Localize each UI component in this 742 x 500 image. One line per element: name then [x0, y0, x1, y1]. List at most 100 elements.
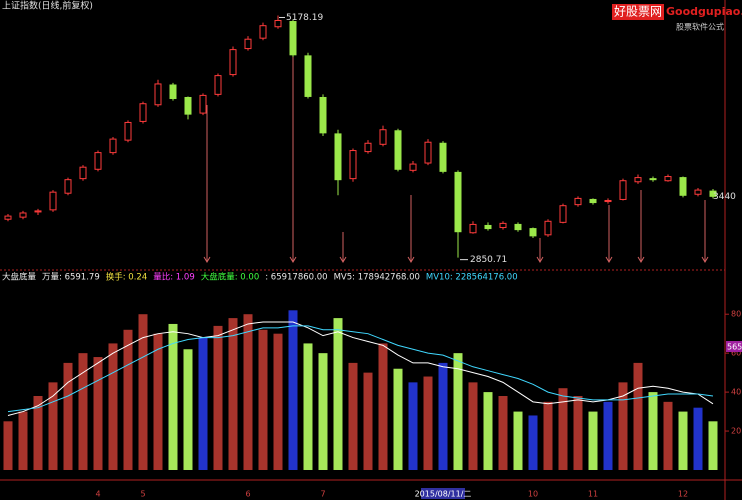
volume-bar: [303, 343, 313, 470]
high-annotation: 5178.19: [286, 13, 323, 23]
candle-body: [514, 223, 522, 231]
x-tick-label: 10: [528, 490, 538, 499]
candle-body: [484, 224, 492, 230]
volume-bar: [63, 362, 73, 470]
volume-bar: [423, 376, 433, 470]
x-tick-label: 2015/08/11/二: [415, 490, 472, 499]
candle-body: [364, 142, 372, 153]
volume-bar: [288, 310, 298, 470]
volume-bar: [318, 353, 328, 470]
volume-bar: [168, 323, 178, 470]
candle-body: [694, 189, 702, 195]
volume-bar: [363, 372, 373, 470]
volume-bar: [228, 318, 238, 470]
candle-body: [4, 215, 12, 220]
candle-body: [94, 152, 102, 170]
candle-body: [34, 210, 42, 213]
watermark-brand: 好股票网: [614, 5, 662, 19]
volume-bar: [183, 349, 193, 470]
candle-body: [394, 130, 402, 170]
volume-bar: [618, 382, 628, 470]
candle-body: [169, 84, 177, 100]
low-annotation: 2850.71: [470, 255, 507, 265]
volume-bar: [528, 415, 538, 470]
candle-body: [349, 150, 357, 180]
candle-body: [679, 177, 687, 196]
candle-body: [154, 83, 162, 106]
x-tick-label: 7: [320, 490, 325, 499]
indicator-readout: 大盘底量: [2, 272, 37, 283]
candle-body: [49, 191, 57, 211]
candle-body: [499, 222, 507, 229]
volume-bar: [243, 314, 253, 470]
watermark-box: [612, 4, 664, 20]
candle-body: [64, 179, 72, 194]
candle-body: [289, 21, 297, 56]
volume-bar: [408, 382, 418, 470]
x-tick-label: 11: [588, 490, 598, 499]
x-tick-label: 12: [678, 490, 688, 499]
candle-body: [124, 121, 132, 141]
candle-body: [184, 96, 192, 115]
candle-body: [274, 19, 282, 28]
volume-bar: [603, 401, 613, 470]
cursor-label: 5657: [727, 343, 742, 352]
volume-bar: [543, 401, 553, 470]
volume-bar: [33, 396, 43, 470]
indicator-readout: 万量: 6591.79: [42, 273, 100, 283]
candle-body: [379, 129, 387, 145]
cursor-label-box: [726, 341, 742, 352]
volume-bar: [48, 382, 58, 470]
candle-body: [649, 178, 657, 181]
candle-body: [139, 103, 147, 122]
volume-bar: [378, 343, 388, 470]
volume-bar: [213, 325, 223, 470]
candle-body: [424, 141, 432, 164]
x-tick-label: 5: [140, 490, 145, 499]
candle-body: [709, 190, 717, 197]
candle-body: [19, 212, 27, 218]
y-tick-label: 40: [731, 388, 741, 397]
volume-bar: [123, 329, 133, 470]
volume-bar: [468, 382, 478, 470]
volume-bar: [108, 343, 118, 470]
volume-bar: [198, 337, 208, 470]
candle-body: [439, 142, 447, 172]
candle-body: [544, 220, 552, 236]
volume-bar: [393, 368, 403, 470]
volume-bar: [78, 353, 88, 470]
candle-body: [574, 197, 582, 206]
volume-bar: [663, 401, 673, 470]
y-tick-label: 20: [731, 427, 741, 436]
candle-body: [634, 177, 642, 183]
candle-body: [229, 49, 237, 76]
volume-bar: [678, 411, 688, 470]
volume-bar: [483, 392, 493, 470]
candle-body: [319, 96, 327, 134]
candle-body: [604, 199, 612, 203]
volume-bar: [138, 314, 148, 470]
candle-body: [589, 198, 597, 204]
y-tick-label: 60: [731, 349, 741, 358]
indicator-readout: MV10: 228564176.00: [426, 273, 518, 283]
indicator-readout: 大盘底量: 0.00: [201, 272, 260, 283]
candle-body: [109, 138, 117, 154]
candle-body: [664, 176, 672, 182]
volume-bar: [453, 353, 463, 470]
volume-bar: [3, 421, 13, 470]
candle-body: [334, 133, 342, 181]
moving-average-line: [7, 321, 714, 416]
volume-bar: [513, 411, 523, 470]
indicator-readout: 换手: 0.24: [106, 272, 148, 283]
volume-bar: [18, 411, 28, 470]
volume-bar: [498, 396, 508, 470]
volume-bar: [708, 421, 718, 470]
x-label-highlight: [421, 488, 465, 499]
moving-average-line: [7, 325, 714, 413]
watermark-tagline: 股票软件公式: [676, 22, 724, 32]
candle-body: [469, 223, 477, 234]
indicator-readout: : 65917860.00: [265, 273, 327, 283]
last-price-label: 3440: [713, 192, 736, 202]
candle-body: [529, 228, 537, 237]
